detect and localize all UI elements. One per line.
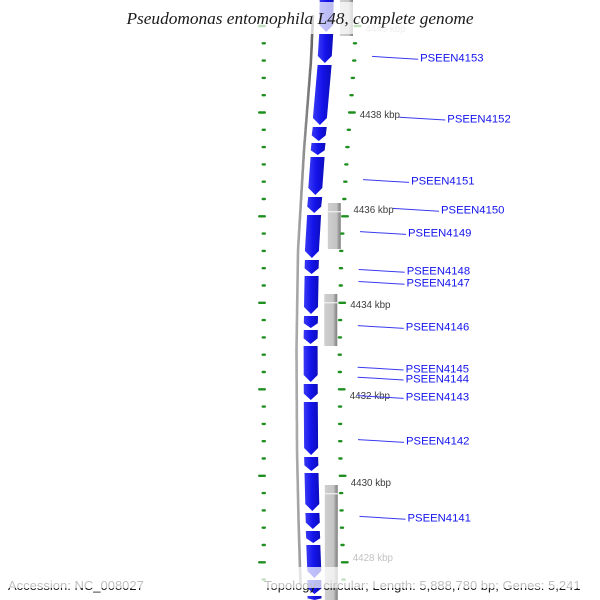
svg-text:PSEEN4151: PSEEN4151 xyxy=(411,176,474,188)
svg-text:4428 kbp: 4428 kbp xyxy=(353,553,394,564)
svg-text:PSEEN4143: PSEEN4143 xyxy=(406,392,469,404)
svg-text:4434 kbp: 4434 kbp xyxy=(350,300,391,311)
svg-text:PSEEN4149: PSEEN4149 xyxy=(408,228,471,240)
svg-text:4436 kbp: 4436 kbp xyxy=(353,205,394,216)
svg-text:PSEEN4153: PSEEN4153 xyxy=(420,53,483,65)
svg-text:PSEEN4146: PSEEN4146 xyxy=(406,322,469,334)
svg-text:PSEEN4147: PSEEN4147 xyxy=(407,278,470,290)
svg-text:PSEEN4141: PSEEN4141 xyxy=(408,513,471,525)
svg-text:PSEEN4152: PSEEN4152 xyxy=(447,113,510,125)
svg-text:4430 kbp: 4430 kbp xyxy=(351,478,392,489)
svg-text:PSEEN4150: PSEEN4150 xyxy=(441,205,504,217)
svg-text:PSEEN4144: PSEEN4144 xyxy=(406,373,469,385)
svg-text:PSEEN4148: PSEEN4148 xyxy=(407,266,470,278)
svg-text:4438 kbp: 4438 kbp xyxy=(360,110,401,121)
svg-text:PSEEN4142: PSEEN4142 xyxy=(406,436,469,448)
